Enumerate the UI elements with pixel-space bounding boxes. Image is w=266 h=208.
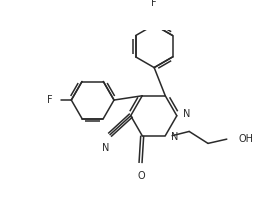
- Text: N: N: [183, 109, 190, 119]
- Text: N: N: [171, 132, 179, 142]
- Text: F: F: [151, 0, 157, 8]
- Text: OH: OH: [239, 134, 254, 144]
- Text: N: N: [102, 143, 110, 153]
- Text: F: F: [47, 95, 52, 105]
- Text: O: O: [138, 171, 145, 181]
